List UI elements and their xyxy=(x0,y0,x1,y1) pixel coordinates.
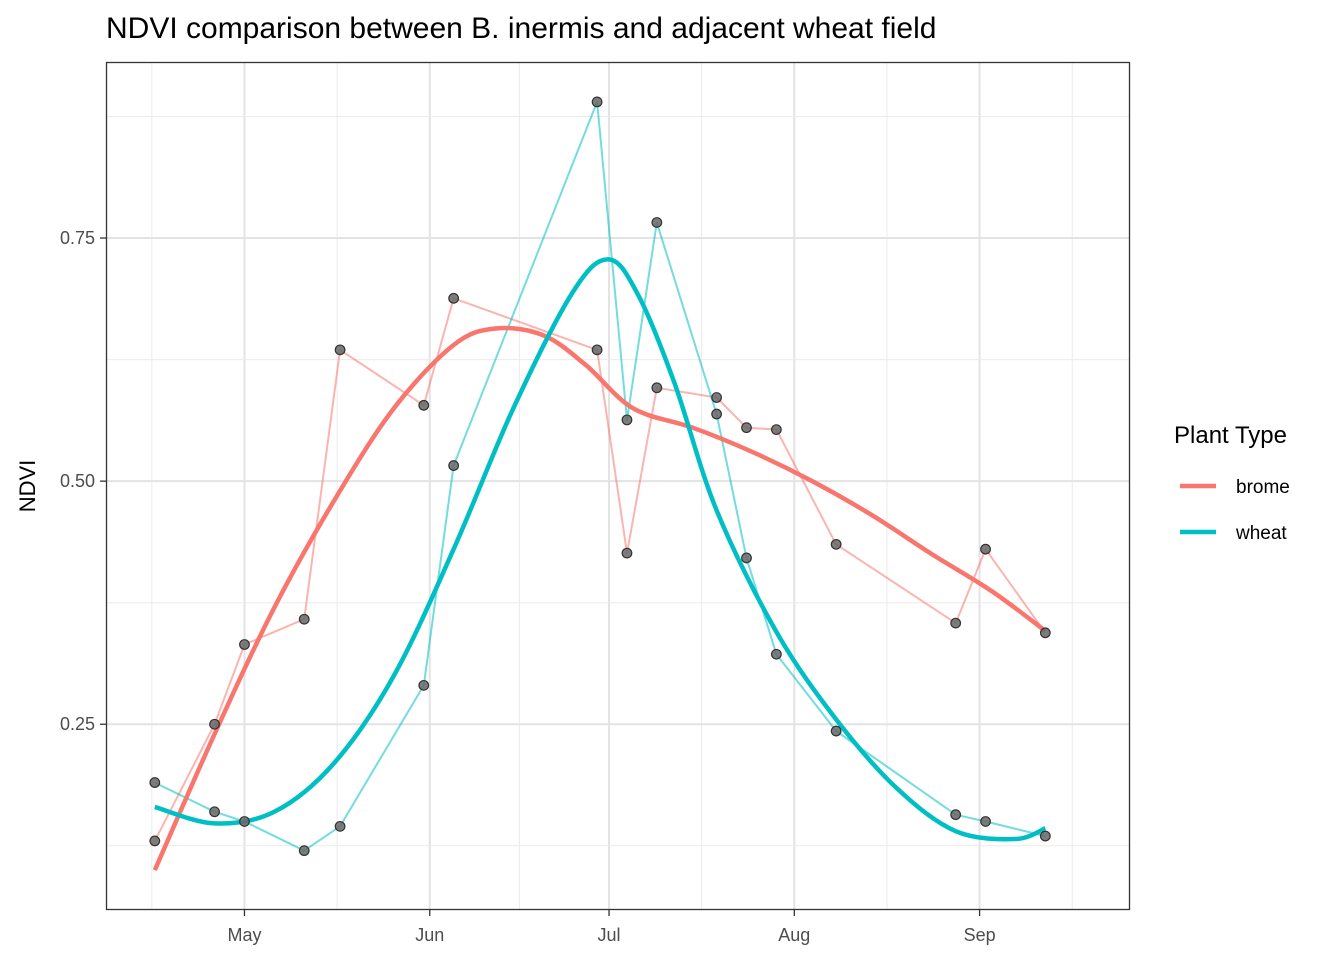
data-point-wheat xyxy=(239,816,250,827)
data-point-wheat xyxy=(770,648,782,660)
y-tick-label: 0.50 xyxy=(60,471,95,491)
data-point-wheat xyxy=(950,809,962,821)
series-line-wheat xyxy=(154,100,1046,852)
data-point-brome xyxy=(591,344,603,356)
data-point-wheat xyxy=(149,777,161,788)
data-point-wheat xyxy=(418,679,430,691)
data-point-brome xyxy=(418,399,430,411)
legend-title: Plant Type xyxy=(1174,422,1287,449)
data-point-wheat xyxy=(298,845,310,857)
x-tick-label: Sep xyxy=(964,925,996,945)
data-point-brome xyxy=(239,639,250,650)
plot-panel-border xyxy=(105,61,1131,911)
smooth-lines xyxy=(152,257,1047,872)
x-tick-label: Aug xyxy=(778,925,810,945)
chart-title: NDVI comparison between B. inermis and a… xyxy=(106,12,936,45)
data-point-wheat xyxy=(651,217,663,228)
data-point-brome xyxy=(209,718,220,730)
grid xyxy=(107,63,1129,909)
legend-label-wheat: wheat xyxy=(1235,523,1287,544)
data-point-brome xyxy=(830,538,842,550)
data-point-wheat xyxy=(980,816,991,827)
data-point-brome xyxy=(621,547,633,559)
data-point-wheat xyxy=(334,820,346,832)
legend: Plant Type brome wheat xyxy=(1174,422,1290,544)
data-point-brome xyxy=(741,422,752,434)
data-point-brome xyxy=(711,392,723,403)
data-point-brome xyxy=(298,613,310,625)
data-point-brome xyxy=(651,382,663,394)
x-tick-label: May xyxy=(227,925,261,945)
y-tick-label: 0.75 xyxy=(60,228,95,248)
data-point-brome xyxy=(950,617,962,629)
smooth-curve-wheat xyxy=(154,257,1047,842)
y-tick-label: 0.25 xyxy=(60,714,95,734)
x-tick-label: Jul xyxy=(598,925,621,945)
data-point-wheat xyxy=(741,552,752,564)
data-point-wheat xyxy=(448,460,460,471)
data-point-brome xyxy=(980,543,991,555)
data-point-wheat xyxy=(1039,830,1051,842)
y-axis-title: NDVI xyxy=(15,460,40,513)
raw-lines xyxy=(153,100,1047,852)
data-point-brome xyxy=(448,292,460,304)
data-point-brome xyxy=(149,835,161,847)
data-point-brome xyxy=(334,344,346,356)
data-point-wheat xyxy=(711,408,723,420)
axes: May Jun Jul Aug Sep 0.25 0.50 0.75 xyxy=(60,228,996,945)
data-point-wheat xyxy=(209,806,220,818)
x-tick-label: Jun xyxy=(415,925,444,945)
data-point-brome xyxy=(770,424,782,436)
data-points xyxy=(149,96,1051,857)
data-point-wheat xyxy=(591,96,603,108)
smooth-curve-brome xyxy=(152,325,1047,872)
data-point-wheat xyxy=(621,414,633,426)
data-point-wheat xyxy=(830,725,842,737)
data-point-brome xyxy=(1039,627,1051,639)
legend-label-brome: brome xyxy=(1236,477,1290,498)
